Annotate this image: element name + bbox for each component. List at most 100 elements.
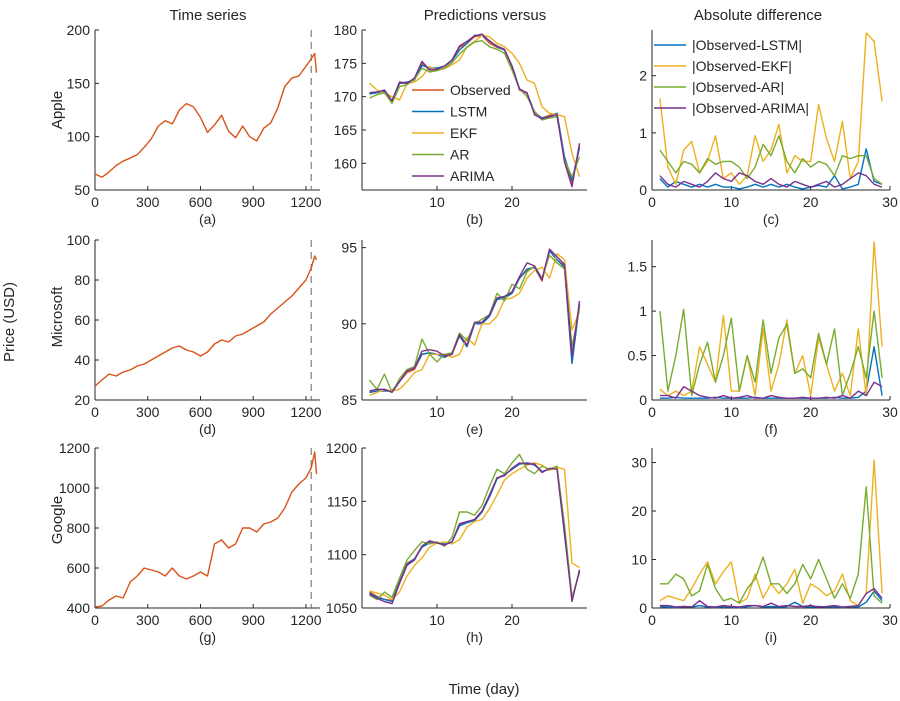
- y-tick-label: 80: [74, 272, 90, 288]
- x-tick-label: 600: [189, 612, 213, 628]
- x-tick-label: 20: [504, 404, 520, 420]
- panel-label: (b): [466, 211, 483, 227]
- panel-label: (d): [199, 421, 216, 437]
- x-tick-label: 0: [648, 194, 656, 210]
- y-tick-label: 30: [631, 455, 647, 471]
- y-tick-label: 40: [74, 352, 90, 368]
- panel-label: (g): [199, 629, 216, 645]
- x-tick-label: 1200: [290, 194, 321, 210]
- x-tick-label: 30: [882, 612, 898, 628]
- legend-label: EKF: [450, 125, 477, 141]
- series-line-arima: [659, 587, 883, 608]
- x-axis-label: Time (day): [448, 681, 519, 698]
- x-tick-label: 20: [504, 194, 520, 210]
- column-title-time-series: Time series: [170, 7, 247, 24]
- series-line-ar: [659, 308, 883, 397]
- y-tick-label: 1050: [326, 600, 357, 616]
- y-tick-label: 1200: [326, 440, 357, 456]
- legend-label: |Observed-AR|: [692, 79, 784, 95]
- y-tick-label: 1: [639, 303, 647, 319]
- y-tick-label: 170: [334, 89, 358, 105]
- y-tick-label: 2: [639, 68, 647, 84]
- column-title-predictions: Predictions versus: [424, 7, 547, 24]
- y-tick-label: 1150: [327, 493, 357, 509]
- x-tick-label: 900: [242, 404, 266, 420]
- y-tick-label: 20: [631, 503, 647, 519]
- legend-label: |Observed-ARIMA|: [692, 100, 809, 116]
- x-tick-label: 1200: [290, 612, 321, 628]
- panel-h: 10 20 1050 1100 1150 1200 (h): [326, 440, 587, 645]
- x-tick-label: 0: [91, 194, 99, 210]
- series-line-arima: [369, 462, 581, 605]
- series-line-lstm: [369, 249, 581, 394]
- y-tick-label: 200: [67, 22, 91, 38]
- y-tick-label: 10: [631, 552, 647, 568]
- x-tick-label: 20: [803, 404, 819, 420]
- row-label-google: Google: [49, 496, 66, 544]
- y-tick-label: 160: [334, 155, 358, 171]
- y-tick-label: 180: [334, 22, 358, 38]
- series-line-ar: [659, 486, 883, 604]
- panel-g: 0 300 600 900 1200 400 600 800 1000 1200 (g): [59, 440, 322, 645]
- panel-b: 10 20 160 165 170 175 180 (b) Observed LSTM EKF AR A…: [334, 22, 587, 227]
- y-tick-label: 1000: [59, 480, 90, 496]
- y-tick-label: 400: [67, 600, 91, 616]
- y-tick-label: 165: [334, 122, 358, 138]
- series-line-ar: [369, 453, 581, 601]
- y-tick-label: 0: [639, 600, 647, 616]
- panel-label: (a): [199, 211, 216, 227]
- series-line-lstm: [659, 346, 883, 399]
- panel-d: 0 300 600 900 1200 20 40 60 80 100 (d): [67, 232, 322, 437]
- panel-c: 0 10 20 30 0 1 2 (c) |Observed-LSTM| |Observed-EK…: [639, 30, 898, 227]
- x-tick-label: 900: [242, 194, 266, 210]
- x-tick-label: 1200: [290, 404, 321, 420]
- legend-label: ARIMA: [450, 168, 495, 184]
- y-tick-label: 1200: [59, 440, 90, 456]
- panel-label: (c): [763, 211, 779, 227]
- x-tick-label: 30: [882, 404, 898, 420]
- x-tick-label: 20: [504, 612, 520, 628]
- y-tick-label: 95: [341, 240, 357, 256]
- legend-label: |Observed-LSTM|: [692, 37, 802, 53]
- series-line-ekf: [659, 241, 883, 397]
- x-tick-label: 30: [882, 194, 898, 210]
- x-tick-label: 10: [429, 194, 445, 210]
- panel-i: 0 10 20 30 0 10 20 30 (i): [631, 448, 898, 645]
- x-tick-label: 20: [803, 612, 819, 628]
- legend-label: Observed: [450, 82, 511, 98]
- series-line-observed: [369, 249, 581, 394]
- y-tick-label: 85: [341, 392, 357, 408]
- y-tick-label: 90: [341, 316, 357, 332]
- x-tick-label: 0: [91, 404, 99, 420]
- x-tick-label: 20: [803, 194, 819, 210]
- panel-label: (f): [764, 421, 777, 437]
- x-tick-label: 300: [136, 404, 160, 420]
- series-line-lstm: [659, 148, 883, 190]
- series-line-observed: [94, 52, 318, 178]
- y-tick-label: 0: [639, 392, 647, 408]
- y-tick-label: 20: [74, 392, 90, 408]
- panel-label: (e): [466, 421, 483, 437]
- series-line-observed: [94, 255, 318, 387]
- series-line-ekf: [659, 32, 883, 186]
- legend: |Observed-LSTM| |Observed-EKF| |Observed-A…: [654, 37, 809, 116]
- y-tick-label: 100: [67, 129, 91, 145]
- column-title-absolute-difference: Absolute difference: [694, 7, 822, 24]
- x-tick-label: 0: [648, 404, 656, 420]
- x-tick-label: 300: [136, 612, 160, 628]
- legend-label: LSTM: [450, 104, 487, 120]
- panel-f: 0 10 20 30 0 0.5 1 1.5 (f): [628, 240, 898, 437]
- series-line-ar: [369, 40, 581, 178]
- series-line-ar: [659, 134, 883, 185]
- y-tick-label: 50: [74, 182, 90, 198]
- series-line-arima: [369, 33, 581, 188]
- x-tick-label: 0: [648, 612, 656, 628]
- panel-e: 10 20 85 90 95 (e): [341, 240, 587, 437]
- panel-label: (h): [466, 629, 483, 645]
- y-tick-label: 0: [639, 182, 647, 198]
- panel-a: 0 300 600 900 1200 50 100 150 200 (a): [67, 22, 322, 227]
- x-tick-label: 600: [189, 194, 213, 210]
- x-tick-label: 10: [429, 612, 445, 628]
